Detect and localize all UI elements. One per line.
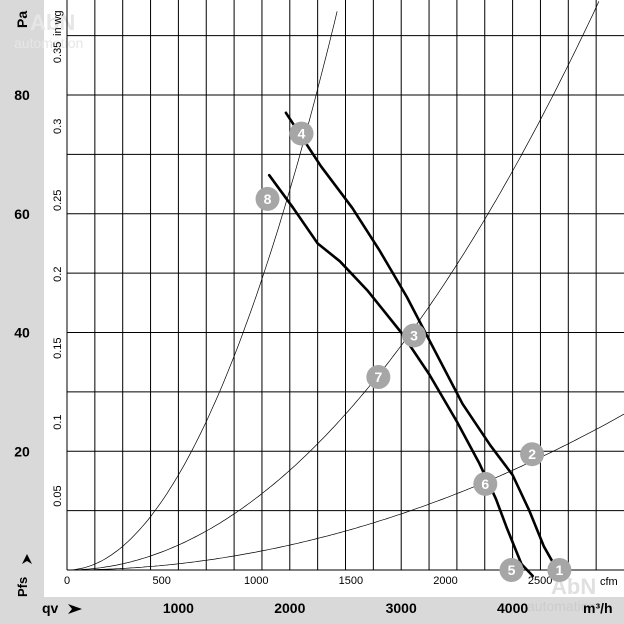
operating-point-marker [402,323,427,348]
in-wg-tick-label: 0.15 [52,337,64,358]
in-wg-tick-label: 0.05 [52,485,64,506]
grid [66,0,624,571]
pa-tick-label: 20 [14,443,30,459]
in-wg-tick-label: 0.1 [52,414,64,429]
operating-point-marker [289,121,314,146]
cfm-tick-label: 500 [152,575,170,587]
m3h-tick-label: 1000 [163,600,194,616]
system-curve-2 [67,1,600,571]
operating-point-label: 6 [481,476,489,492]
cfm-tick-label: 1500 [339,575,363,587]
operating-point-5: 5 [499,558,524,582]
cfm-unit-label: cfm [600,576,618,588]
curve-high [284,111,559,572]
watermark-top-line2: automation [14,35,83,51]
cfm-tick-label: 1000 [244,575,268,587]
operating-point-label: 2 [528,446,536,462]
operating-point-marker [499,558,524,582]
operating-point-label: 4 [298,126,306,142]
left-band [0,0,44,624]
watermark-bottom-line2: automation [527,598,596,614]
operating-point-label: 3 [410,327,418,343]
operating-point-marker [547,558,572,582]
operating-point-8: 8 [255,186,280,211]
m3h-tick-label: 3000 [386,600,417,616]
operating-point-label: 8 [264,191,272,207]
system-curve-1 [66,11,338,571]
pressure-symbol-label: Pfs [15,577,30,597]
in-wg-tick-label: 0.3 [52,119,64,134]
m3h-unit-label: m³/h [583,600,613,616]
in-wg-tick-label: 0.2 [52,267,64,282]
operating-point-2: 2 [520,442,545,467]
flow-symbol: qv [42,600,82,616]
m3h-tick-label: 2000 [274,600,305,616]
flow-symbol-label: qv [42,600,59,616]
pa-unit-label: Pa [14,11,30,28]
operating-point-4: 4 [289,121,314,146]
in-wg-unit-label: in wg [52,10,64,36]
operating-point-marker [473,471,498,496]
performance-curves [267,111,559,578]
operating-point-marker [520,442,545,467]
in-wg-tick-label: 0.35 [52,42,64,63]
operating-point-7: 7 [366,365,391,390]
operating-point-1: 1 [547,558,572,582]
operating-point-6: 6 [473,471,498,496]
pressure-arrow-icon [22,554,32,564]
operating-point-3: 3 [402,323,427,348]
pa-tick-label: 40 [14,325,30,341]
watermark-bottom: AbN automation [527,574,596,614]
operating-point-label: 7 [374,369,382,385]
flow-arrow-icon [68,604,82,614]
cfm-tick-label: 2000 [433,575,457,587]
curve-low [267,173,534,578]
pa-tick-label: 60 [14,206,30,222]
operating-point-marker [255,186,280,211]
m3h-tick-label: 4000 [497,600,528,616]
bottom-band [0,597,624,624]
operating-point-label: 1 [555,562,563,578]
cfm-tick-label: 0 [64,575,70,587]
operating-point-marker [366,365,391,390]
watermark-top: AbN automation [14,10,83,51]
watermark-top-line1: AbN [30,10,75,35]
pressure-symbol: Pfs [15,554,32,597]
pa-tick-label: 80 [14,87,30,103]
operating-points: 1 2 3 4 5 6 7 8 [255,121,572,582]
in-wg-tick-label: 0.25 [52,190,64,211]
operating-point-label: 5 [508,562,516,578]
cfm-tick-label: 2500 [528,575,552,587]
